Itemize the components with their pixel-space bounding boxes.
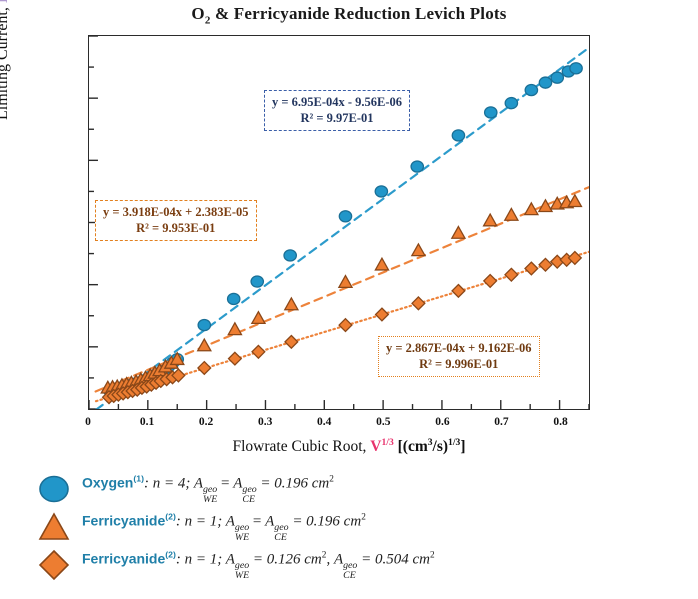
data-point (483, 106, 498, 119)
data-point (410, 242, 427, 257)
data-point (567, 193, 583, 208)
equation-ferricyanide-b-line1: y = 2.867E-04x + 9.162E-06 (386, 341, 532, 355)
chart-title: O2 & Ferricyanide Reduction Levich Plots (0, 4, 698, 26)
legend-oxygen-sup: (1) (133, 473, 144, 484)
legend-ferri-a-n: : n = 1; (175, 513, 226, 530)
legend-marker-triangle-icon (26, 510, 82, 544)
data-point (451, 283, 466, 299)
legend-ferri-b-sup: (2) (165, 549, 176, 560)
trendline-oxygen (95, 46, 589, 409)
data-point (524, 261, 539, 276)
legend-ferri-b-n: : n = 1; (175, 551, 226, 568)
equation-box-ferricyanide-b: y = 2.867E-04x + 9.162E-06 R² = 9.996E-0… (378, 336, 540, 377)
data-point (284, 334, 299, 350)
data-point (227, 321, 243, 336)
series-ferricyanide-b (101, 250, 583, 405)
x-tick-label-4: 0.4 (317, 416, 332, 428)
data-point (569, 62, 583, 75)
equation-ferricyanide-a-line2: R² = 9.953E-01 (136, 221, 216, 235)
x-tick-label-3: 0.3 (258, 416, 273, 428)
legend-ferri-b-name: Ferricyanide (82, 550, 166, 567)
legend-marker-circle-icon (26, 472, 82, 506)
data-point (374, 185, 389, 198)
data-point (482, 212, 498, 227)
data-point (504, 267, 519, 283)
data-point (538, 76, 553, 89)
chart-title-text: O2 & Ferricyanide Reduction Levich Plots (191, 4, 507, 27)
data-point (524, 83, 539, 97)
equation-box-ferricyanide-a: y = 3.918E-04x + 2.383E-05 R² = 9.953E-0… (95, 200, 257, 241)
legend-marker-diamond-icon (26, 548, 82, 582)
data-point (450, 225, 467, 239)
data-point (337, 274, 354, 288)
data-point (451, 129, 466, 142)
data-point (537, 198, 554, 213)
equation-box-oxygen: y = 6.95E-04x - 9.56E-06 R² = 9.97E-01 (264, 90, 411, 131)
data-point (197, 318, 212, 332)
data-point (283, 296, 300, 311)
plot-canvas (89, 36, 589, 409)
data-point (197, 360, 212, 376)
y-axis-title: Limiting Current, ILIM [A] (0, 0, 14, 120)
legend-ferri-a-sup: (2) (165, 511, 176, 522)
data-point (523, 201, 540, 216)
equation-ferricyanide-a-line1: y = 3.918E-04x + 2.383E-05 (103, 205, 249, 219)
data-point (550, 71, 565, 84)
y-axis-title-prefix: Limiting Current, (0, 7, 11, 120)
data-point (410, 160, 425, 173)
data-point (169, 351, 185, 366)
x-tick-label-6: 0.6 (435, 416, 450, 428)
x-axis-units: [(cm3/s)1/3] (397, 437, 466, 456)
x-tick-label-2: 0.2 (198, 416, 214, 428)
x-tick-label-1: 0.1 (139, 416, 155, 428)
data-point (171, 368, 186, 383)
legend-oxygen-name: Oxygen (82, 474, 134, 491)
legend-oxygen-n: : n = 4; (143, 475, 194, 492)
data-point (567, 250, 583, 266)
equation-oxygen-line2: R² = 9.97E-01 (300, 111, 374, 125)
data-point (338, 317, 353, 333)
x-tick-label-0: 0 (85, 416, 91, 428)
x-tick-label-5: 0.5 (376, 416, 391, 428)
data-point (196, 337, 212, 352)
data-point (411, 296, 426, 311)
equation-ferricyanide-b-line2: R² = 9.996E-01 (419, 357, 499, 371)
data-point (251, 344, 266, 360)
x-axis-symbol: V1/3 (370, 437, 394, 456)
data-point (374, 256, 390, 271)
legend-ferri-a-name: Ferricyanide (82, 512, 166, 529)
data-point (504, 96, 519, 110)
data-point (338, 210, 353, 223)
x-axis-title: Flowrate Cubic Root, V1/3 [(cm3/s)1/3] (0, 437, 698, 456)
data-point (538, 257, 553, 273)
data-point (374, 307, 390, 322)
data-point (482, 273, 498, 289)
x-tick-label-7: 0.7 (494, 416, 509, 428)
data-point (283, 249, 297, 262)
data-point (227, 351, 243, 366)
x-axis-title-prefix: Flowrate Cubic Root, (232, 438, 371, 456)
y-axis-symbol: ILIM (0, 0, 11, 3)
data-point (250, 275, 265, 288)
data-point (503, 207, 520, 221)
data-point (250, 310, 267, 325)
x-tick-label-8: 0.8 (553, 416, 568, 428)
data-point (226, 292, 241, 306)
equation-oxygen-line1: y = 6.95E-04x - 9.56E-06 (272, 95, 403, 109)
